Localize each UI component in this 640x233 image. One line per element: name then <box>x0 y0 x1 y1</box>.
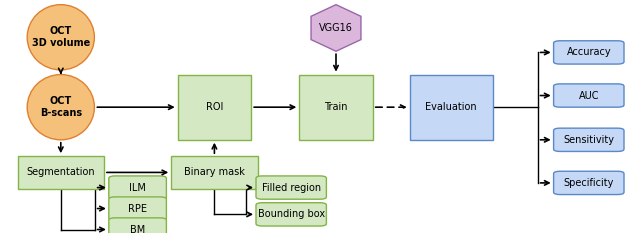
Text: Specificity: Specificity <box>564 178 614 188</box>
Text: RPE: RPE <box>128 204 147 213</box>
Text: VGG16: VGG16 <box>319 23 353 33</box>
Polygon shape <box>311 5 361 51</box>
FancyBboxPatch shape <box>554 84 624 107</box>
Text: Filled region: Filled region <box>262 183 321 192</box>
Text: Sensitivity: Sensitivity <box>563 135 614 145</box>
FancyBboxPatch shape <box>109 197 166 220</box>
Text: ILM: ILM <box>129 183 146 192</box>
Text: Bounding box: Bounding box <box>258 209 324 219</box>
Ellipse shape <box>27 5 95 70</box>
FancyBboxPatch shape <box>554 128 624 151</box>
Text: ROI: ROI <box>205 102 223 112</box>
FancyBboxPatch shape <box>178 75 252 140</box>
Text: OCT
3D volume: OCT 3D volume <box>31 27 90 48</box>
FancyBboxPatch shape <box>300 75 372 140</box>
FancyBboxPatch shape <box>109 218 166 233</box>
Text: Evaluation: Evaluation <box>426 102 477 112</box>
Text: Binary mask: Binary mask <box>184 168 245 177</box>
FancyBboxPatch shape <box>410 75 493 140</box>
FancyBboxPatch shape <box>109 176 166 199</box>
FancyBboxPatch shape <box>17 156 104 189</box>
Text: Accuracy: Accuracy <box>566 48 611 57</box>
Text: Segmentation: Segmentation <box>26 168 95 177</box>
Text: OCT
B-scans: OCT B-scans <box>40 96 82 118</box>
Ellipse shape <box>27 75 95 140</box>
Text: BM: BM <box>130 225 145 233</box>
FancyBboxPatch shape <box>172 156 258 189</box>
FancyBboxPatch shape <box>554 41 624 64</box>
FancyBboxPatch shape <box>554 171 624 195</box>
FancyBboxPatch shape <box>256 176 326 199</box>
Text: Train: Train <box>324 102 348 112</box>
FancyBboxPatch shape <box>256 203 326 226</box>
Text: AUC: AUC <box>579 91 599 100</box>
